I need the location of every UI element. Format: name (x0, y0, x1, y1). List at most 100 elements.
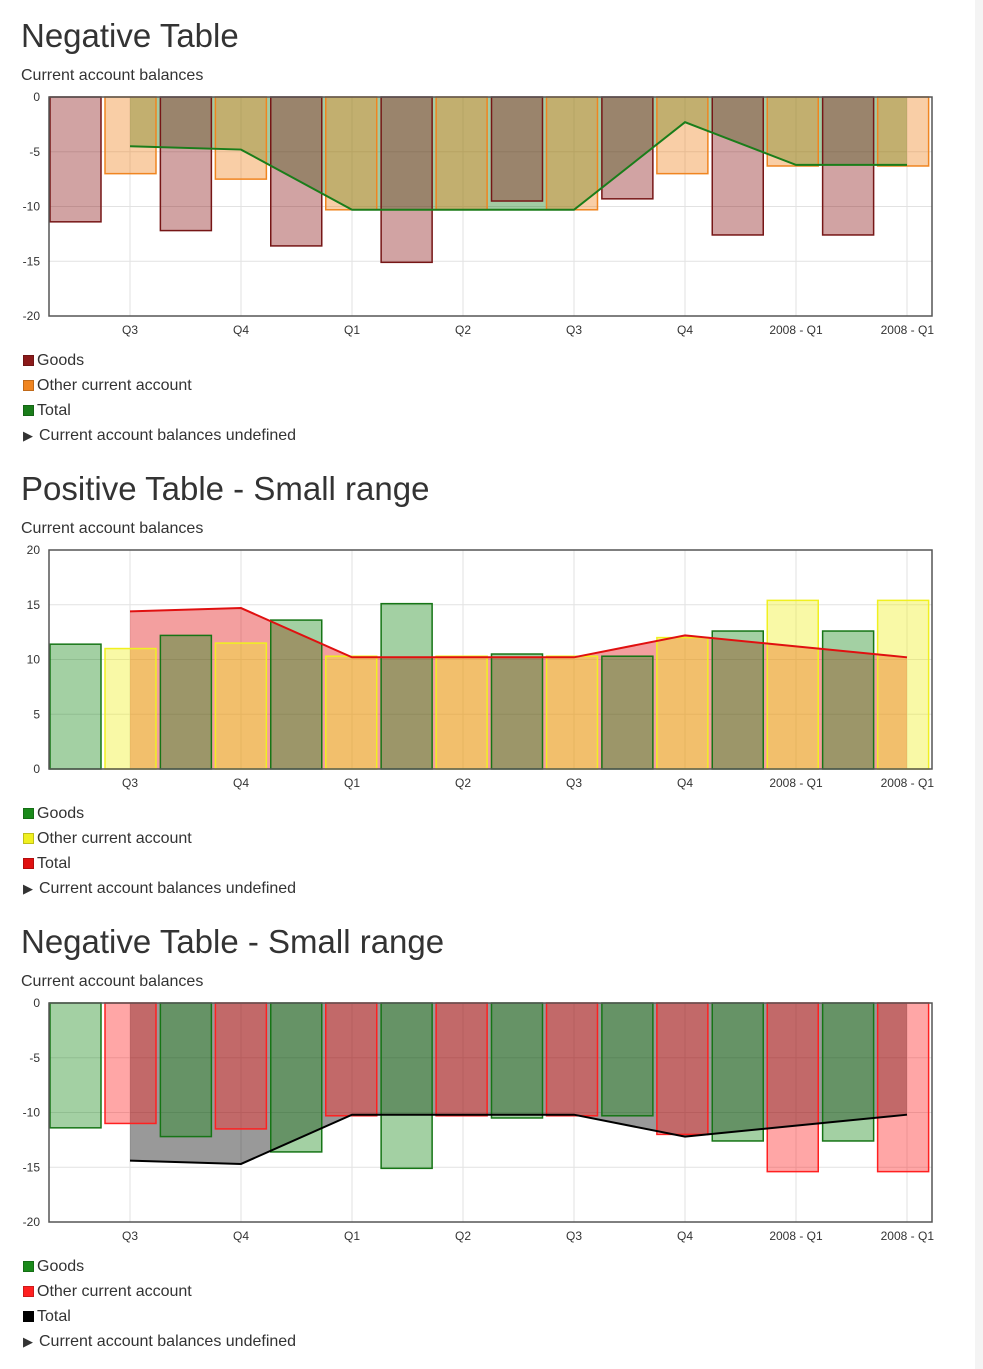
legend-item-other[interactable]: Other current account (21, 373, 296, 398)
bar (325, 655, 378, 770)
bar (545, 96, 599, 211)
y-tick-label: -20 (23, 309, 41, 323)
legend-item-total[interactable]: Total (21, 851, 296, 876)
bar (270, 619, 323, 770)
legend-item-other[interactable]: Other current account (21, 826, 296, 851)
x-tick-label: Q1 (344, 1229, 360, 1243)
total-line (129, 607, 908, 659)
x-tick-label: Q4 (233, 776, 249, 790)
bar-series (49, 1002, 875, 1170)
x-tick-label: Q3 (122, 1229, 138, 1243)
chart-caption: Current account balances (21, 67, 204, 84)
x-tick-label: Q3 (566, 323, 582, 337)
bar (876, 599, 930, 770)
bar (49, 96, 102, 223)
bar (490, 96, 544, 202)
legend-label: Other current account (37, 1283, 192, 1300)
bar (766, 599, 819, 770)
bar (435, 655, 488, 770)
legend-toggle[interactable]: ▶ Current account balances undefined (21, 1329, 296, 1354)
bar-series (104, 599, 930, 770)
bar (821, 96, 875, 236)
legend-toggle[interactable]: ▶ Current account balances undefined (21, 876, 296, 901)
chart-section-negative-small: Negative Table - Small range Current acc… (0, 906, 975, 1369)
legend-item-goods[interactable]: Goods (21, 1254, 296, 1279)
bar (159, 1002, 213, 1138)
y-tick-label: 0 (33, 762, 40, 776)
legend-label: Goods (37, 1258, 85, 1275)
bar (766, 1002, 819, 1173)
bar (766, 96, 819, 167)
bar (214, 642, 268, 770)
plot-frame (48, 96, 933, 317)
y-tick-label: 15 (27, 598, 41, 612)
legend-toggle-label: Current account balances undefined (39, 427, 297, 444)
x-tick-label: Q4 (233, 323, 249, 337)
legend-swatch (23, 405, 34, 416)
bar (711, 630, 764, 770)
x-tick-label: Q3 (122, 323, 138, 337)
legend-swatch (23, 1286, 34, 1297)
bar (270, 1002, 323, 1153)
legend-toggle-label: Current account balances undefined (39, 880, 297, 897)
chart-title: Positive Table - Small range (21, 470, 430, 507)
x-tick-label: Q3 (122, 776, 138, 790)
bar (711, 1002, 764, 1142)
y-tick-label: -5 (29, 145, 40, 159)
legend-item-goods[interactable]: Goods (21, 348, 296, 373)
legend-item-other[interactable]: Other current account (21, 1279, 296, 1304)
bar (104, 647, 157, 770)
legend-label: Total (37, 402, 71, 419)
chart-caption: Current account balances (21, 973, 204, 990)
bar (490, 653, 544, 770)
legend-swatch (23, 380, 34, 391)
chart-svg: 20 15 10 5 0 Q3 Q4 Q1 Q2 Q3 Q4 2008 - Q1 2008 - Q1 (27, 543, 935, 790)
x-tick-label: Q2 (455, 323, 471, 337)
total-line (129, 1113, 908, 1165)
legend-item-total[interactable]: Total (21, 1304, 296, 1329)
bar (601, 96, 654, 200)
y-tick-label: 20 (27, 543, 41, 557)
bar (270, 96, 323, 247)
bar (159, 96, 213, 232)
page-scroll-gutter (975, 0, 983, 1369)
bar (214, 96, 268, 180)
x-tick-label: 2008 - Q1 (881, 776, 935, 790)
plot-frame (48, 549, 933, 770)
bar (656, 1002, 709, 1136)
x-tick-label: Q1 (344, 323, 360, 337)
bar (104, 96, 157, 175)
legend-swatch (23, 1311, 34, 1322)
legend-toggle[interactable]: ▶ Current account balances undefined (21, 423, 296, 448)
legend-label: Goods (37, 805, 85, 822)
bar (545, 1002, 599, 1117)
bar (876, 1002, 930, 1173)
x-tick-label: Q2 (455, 1229, 471, 1243)
legend-toggle-label: Current account balances undefined (39, 1333, 297, 1350)
legend-item-total[interactable]: Total (21, 398, 296, 423)
bar (656, 96, 709, 175)
bar (435, 1002, 488, 1117)
legend-swatch (23, 355, 34, 366)
legend-label: Other current account (37, 377, 192, 394)
bar (490, 1002, 544, 1119)
bar (380, 1002, 433, 1170)
bar (159, 634, 213, 770)
y-tick-label: -15 (23, 254, 41, 268)
x-tick-label: 2008 - Q1 (769, 323, 823, 337)
bar (545, 655, 599, 770)
x-tick-label: Q2 (455, 776, 471, 790)
x-tick-label: 2008 - Q1 (769, 1229, 823, 1243)
y-tick-label: -15 (23, 1160, 41, 1174)
legend-label: Total (37, 855, 71, 872)
x-tick-label: Q3 (566, 776, 582, 790)
legend-swatch (23, 1261, 34, 1272)
x-tick-label: 2008 - Q1 (881, 1229, 935, 1243)
bar-series (49, 96, 875, 264)
legend-item-goods[interactable]: Goods (21, 801, 296, 826)
expand-triangle-icon: ▶ (23, 881, 33, 896)
expand-triangle-icon: ▶ (23, 1334, 33, 1349)
bar (325, 96, 378, 211)
chart-title: Negative Table (21, 17, 239, 54)
bar (49, 643, 102, 770)
